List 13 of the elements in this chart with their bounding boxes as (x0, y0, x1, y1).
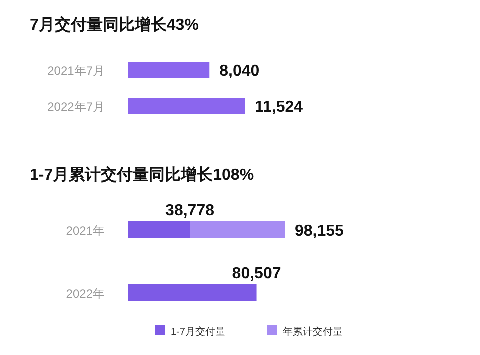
chart-title: 1-7月累计交付量同比增长108% (30, 165, 254, 184)
y-tick-label: 2022年7月 (48, 100, 105, 114)
data-label: 80,507 (232, 266, 282, 282)
legend-label: 1-7月交付量 (171, 326, 226, 338)
total-label: 98,155 (295, 223, 344, 240)
data-label: 8,040 (220, 63, 260, 80)
y-tick-label: 2022年 (66, 287, 105, 301)
data-label: 38,778 (166, 202, 215, 220)
chart-title: 7月交付量同比增长43% (30, 15, 199, 34)
y-tick-label: 2021年7月 (48, 64, 105, 78)
y-tick-label: 2021年 (66, 224, 105, 238)
legend-label: 年累计交付量 (283, 326, 343, 338)
data-label: 11,524 (255, 99, 304, 116)
